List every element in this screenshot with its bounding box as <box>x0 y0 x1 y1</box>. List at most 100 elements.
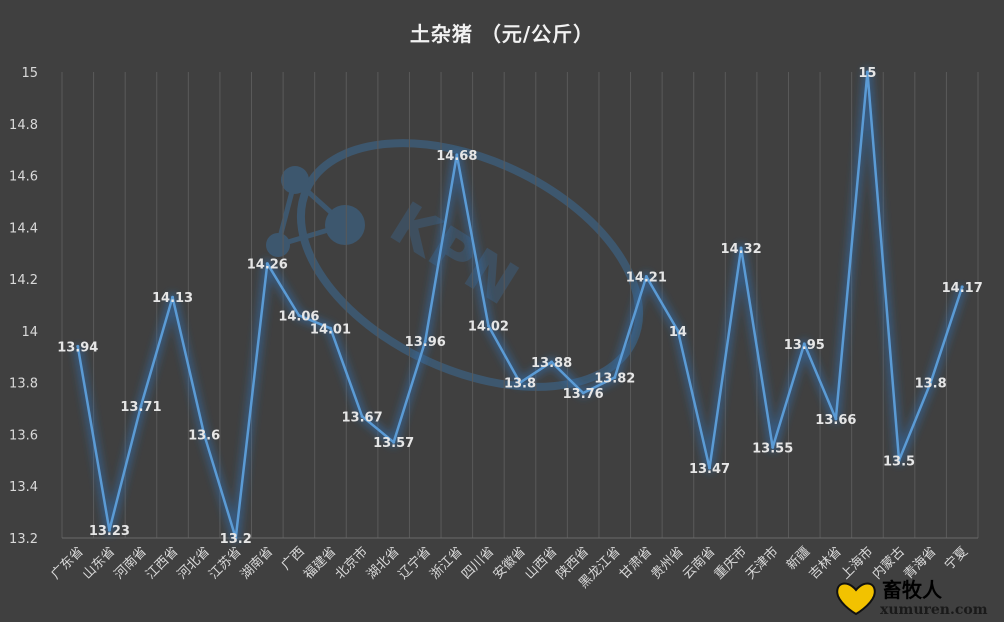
data-point <box>518 381 522 385</box>
data-label: 13.76 <box>563 387 604 402</box>
data-point <box>486 324 490 328</box>
data-label: 13.23 <box>89 524 130 539</box>
x-tick-label: 甘肃省 <box>617 544 655 582</box>
data-point <box>107 528 111 532</box>
data-point <box>265 262 269 266</box>
data-point <box>897 458 901 462</box>
data-label: 14 <box>669 325 687 340</box>
y-tick-label: 14.8 <box>9 118 38 133</box>
x-tick-label: 湖北省 <box>364 544 402 582</box>
logo-url: xumuren.com <box>880 602 988 618</box>
data-point <box>581 391 585 395</box>
data-label: 14.21 <box>626 271 667 286</box>
data-label: 13.57 <box>373 436 414 451</box>
data-point <box>139 404 143 408</box>
data-label: 13.96 <box>405 335 446 350</box>
y-tick-label: 13.6 <box>9 428 38 443</box>
series <box>73 67 967 543</box>
data-point <box>613 375 617 379</box>
data-label: 14.01 <box>310 322 351 337</box>
data-label: 13.55 <box>752 441 793 456</box>
data-label: 13.6 <box>188 428 220 443</box>
data-label: 13.67 <box>342 410 383 425</box>
data-point <box>234 536 238 540</box>
data-point <box>328 326 332 330</box>
logo-text: 畜牧人 <box>882 578 943 602</box>
data-label: 13.2 <box>220 532 252 547</box>
chart-title: 土杂猪 （元/公斤） <box>409 22 595 46</box>
x-tick-label: 云南省 <box>679 544 718 583</box>
x-tick-label: 辽宁省 <box>395 544 434 583</box>
data-point <box>455 153 459 157</box>
y-tick-label: 14.6 <box>9 170 38 185</box>
x-tick-label: 福建省 <box>301 544 339 582</box>
data-point <box>171 295 175 299</box>
data-point <box>929 381 933 385</box>
x-tick-label: 天津市 <box>743 544 782 583</box>
x-tick-label: 广东省 <box>48 544 86 582</box>
data-point <box>865 70 869 74</box>
data-label: 13.8 <box>504 377 536 392</box>
data-label: 14.02 <box>468 320 509 335</box>
data-label: 13.66 <box>815 413 856 428</box>
x-tick-label: 宁夏 <box>941 544 971 574</box>
data-point <box>708 466 712 470</box>
y-tick-label: 14 <box>21 325 38 340</box>
data-label: 14.26 <box>247 258 288 273</box>
data-label: 13.94 <box>57 340 98 355</box>
x-tick-label: 四川省 <box>459 544 497 582</box>
x-tick-label: 江苏省 <box>206 544 245 583</box>
data-labels: 13.9413.2313.7114.1313.613.214.2614.0614… <box>57 66 983 547</box>
data-point <box>834 417 838 421</box>
watermark-text: KPN <box>379 189 530 319</box>
series-line-glow <box>73 67 967 543</box>
data-point <box>676 329 680 333</box>
data-label: 14.32 <box>721 242 762 257</box>
x-tick-label: 重庆市 <box>711 544 750 583</box>
data-label: 15 <box>858 66 876 81</box>
grid <box>61 72 979 539</box>
x-tick-label: 浙江省 <box>427 544 465 582</box>
data-point <box>392 440 396 444</box>
data-point <box>802 342 806 346</box>
data-point <box>739 246 743 250</box>
molecule-icon <box>266 166 365 257</box>
x-tick-label: 青海省 <box>901 544 939 582</box>
x-tick-label: 安徽省 <box>491 544 529 582</box>
data-label: 14.06 <box>278 309 319 324</box>
y-tick-label: 14.4 <box>9 221 38 236</box>
x-tick-label: 河南省 <box>111 544 150 583</box>
x-tick-label: 北京市 <box>332 544 371 583</box>
x-tick-label: 吉林省 <box>806 544 844 582</box>
heart-icon <box>836 582 876 616</box>
x-tick-label: 贵州省 <box>649 544 687 582</box>
data-label: 14.68 <box>436 149 477 164</box>
x-tick-label: 上海市 <box>837 544 876 583</box>
x-tick-label: 内蒙古 <box>869 544 908 583</box>
data-point <box>297 313 301 317</box>
y-tick-label: 15 <box>21 66 38 81</box>
data-label: 14.13 <box>152 291 193 306</box>
x-tick-label: 江西省 <box>143 544 181 582</box>
data-point <box>360 414 364 418</box>
data-label: 13.95 <box>784 338 825 353</box>
data-point <box>550 360 554 364</box>
data-label: 13.71 <box>120 400 161 415</box>
y-tick-label: 13.8 <box>9 377 38 392</box>
data-point <box>771 445 775 449</box>
y-tick-label: 14.2 <box>9 273 38 288</box>
data-label: 13.82 <box>594 371 635 386</box>
x-tick-label: 河北省 <box>175 544 213 582</box>
y-tick-label: 13.2 <box>9 532 38 547</box>
site-logo: 畜牧人 xumuren.com <box>836 578 988 618</box>
data-point <box>644 275 648 279</box>
x-tick-label: 湖南省 <box>237 544 276 583</box>
x-tick-label: 山西省 <box>522 544 560 582</box>
data-label: 13.47 <box>689 462 730 477</box>
data-point <box>960 285 964 289</box>
data-label: 13.8 <box>915 377 947 392</box>
data-label: 13.88 <box>531 356 572 371</box>
x-tick-label: 山东省 <box>80 544 118 582</box>
